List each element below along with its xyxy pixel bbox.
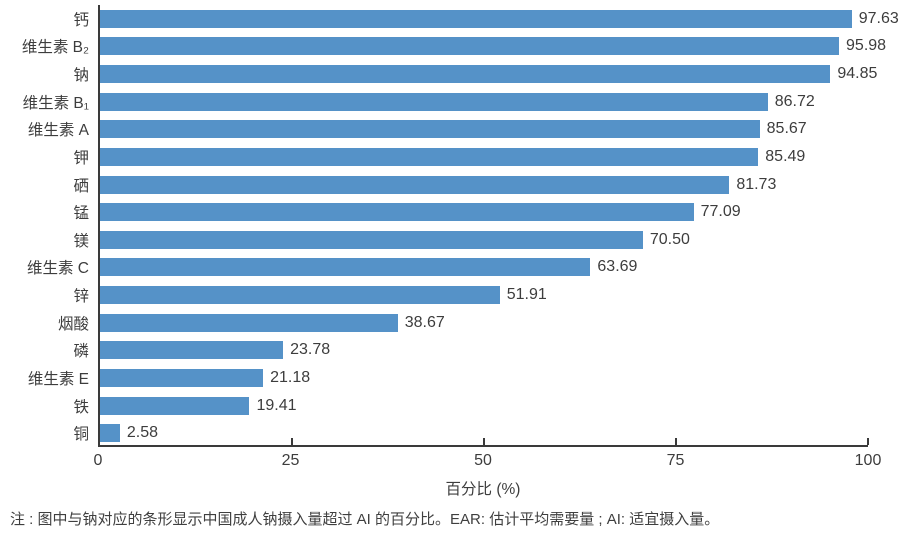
value-label: 2.58 [126, 424, 158, 442]
x-axis-tick [291, 438, 293, 445]
bar-row: 锰 77.09 [73, 198, 868, 226]
bar [100, 120, 760, 139]
bar [100, 9, 852, 28]
bar [100, 341, 284, 360]
bar [100, 230, 643, 249]
value-label: 21.18 [270, 368, 311, 386]
category-label: 磷 [73, 343, 89, 361]
bar-row: 维生素 A 85.67 [28, 116, 868, 144]
bar [100, 258, 591, 277]
bar [100, 286, 500, 305]
category-label: 维生素 B₁ [22, 94, 89, 112]
value-label: 19.41 [256, 396, 297, 414]
bar [100, 396, 250, 415]
bar [100, 175, 730, 194]
bar-row: 钠 94.85 [73, 60, 877, 88]
bar [100, 203, 694, 222]
bar [100, 147, 759, 166]
x-axis-title: 百分比 (%) [445, 481, 521, 498]
x-axis-tick [483, 438, 485, 445]
plot-area: 钙 97.63 维生素 B₂ 95.98 钠 94.85 维生素 B₁ 86.72 维生素 A 8… [22, 5, 899, 447]
value-label: 51.91 [506, 286, 547, 304]
x-axis-tick-label: 75 [666, 452, 685, 469]
category-label: 维生素 B₂ [21, 39, 89, 57]
bar-row: 硒 81.73 [73, 171, 868, 199]
bar-row: 磷 23.78 [73, 337, 868, 365]
category-label: 烟酸 [57, 315, 89, 333]
bar-row: 维生素 C 63.69 [27, 254, 868, 282]
bar [100, 313, 398, 332]
value-label: 95.98 [846, 37, 887, 55]
bar [100, 65, 831, 84]
value-label: 63.69 [597, 258, 638, 276]
category-label: 维生素 A [27, 122, 89, 140]
bar-row: 维生素 B₁ 86.72 [23, 88, 868, 116]
category-label: 硒 [73, 177, 89, 195]
bar-row: 维生素 B₂ 95.98 [22, 33, 886, 61]
bar-row: 烟酸 38.67 [58, 309, 868, 337]
x-axis-tick [867, 438, 869, 445]
value-label: 23.78 [290, 341, 331, 359]
x-axis-tick-label: 0 [93, 452, 103, 469]
x-axis-tick-label: 25 [281, 452, 300, 469]
category-label: 镁 [73, 232, 89, 250]
bar-row: 镁 70.50 [73, 226, 868, 254]
bar-row: 铁 19.41 [73, 392, 868, 420]
category-label: 铜 [73, 426, 89, 444]
value-label: 86.72 [774, 92, 815, 110]
x-axis-tick [675, 438, 677, 445]
bar [100, 368, 264, 387]
category-label: 维生素 C [26, 260, 89, 278]
category-label: 钾 [73, 149, 89, 167]
footnote: 注 : 图中与钠对应的条形显示中国成人钠摄入量超过 AI 的百分比。EAR: 估… [10, 511, 720, 528]
bar-row: 锌 51.91 [73, 281, 868, 309]
bar [100, 37, 840, 56]
category-label: 锌 [73, 288, 89, 306]
category-label: 维生素 E [27, 370, 89, 388]
category-label: 锰 [73, 205, 89, 223]
category-label: 铁 [73, 398, 89, 416]
x-axis-tick-label: 100 [854, 452, 882, 469]
value-label: 77.09 [700, 203, 741, 221]
bar-row: 钾 85.49 [73, 143, 868, 171]
value-label: 97.63 [858, 9, 899, 27]
x-axis-tick-label: 50 [474, 452, 492, 469]
bar [100, 92, 768, 111]
value-label: 85.49 [765, 147, 806, 165]
value-label: 70.50 [649, 230, 690, 248]
bar-row: 钙 97.63 [73, 5, 899, 33]
category-label: 钠 [73, 67, 89, 85]
bar-row: 铜 2.58 [73, 419, 868, 447]
value-label: 38.67 [404, 313, 445, 331]
category-label: 钙 [73, 11, 89, 29]
value-label: 81.73 [736, 175, 777, 193]
value-label: 94.85 [837, 65, 878, 83]
bar-row: 维生素 E 21.18 [28, 364, 868, 392]
value-label: 85.67 [766, 120, 807, 138]
bar [100, 424, 120, 443]
